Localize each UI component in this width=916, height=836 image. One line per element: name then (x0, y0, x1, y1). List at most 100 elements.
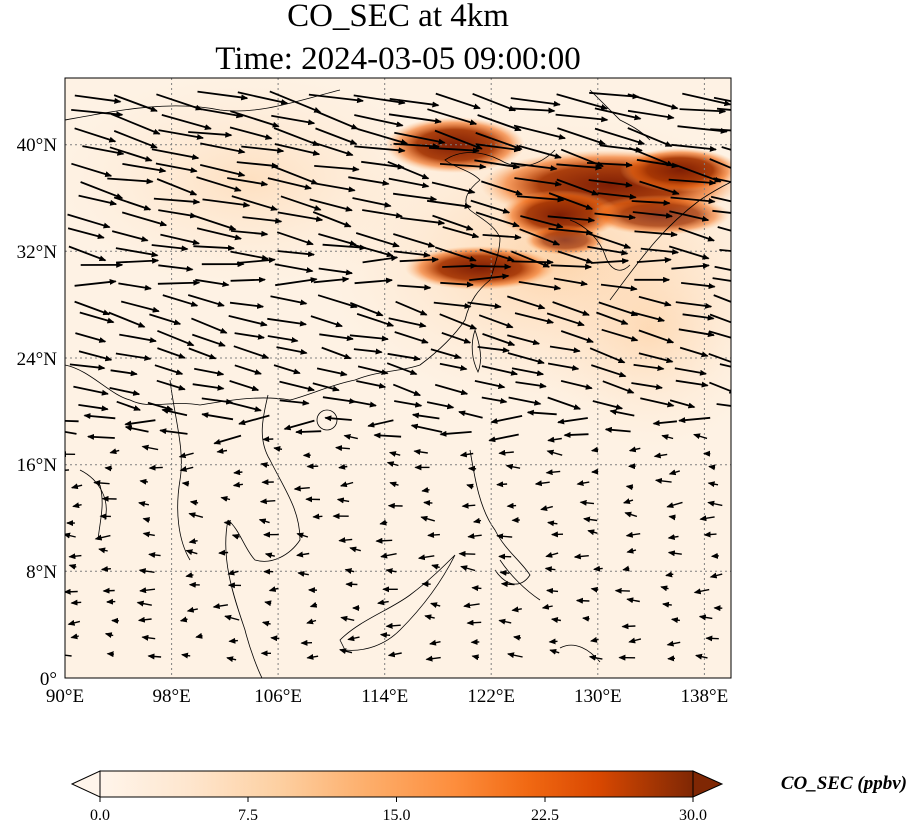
wind-arrow (306, 653, 319, 660)
wind-arrow (669, 399, 696, 409)
wind-arrow (591, 364, 627, 378)
wind-arrow (274, 263, 314, 273)
colorbar-tick-label: 22.5 (531, 807, 559, 824)
wind-arrow (354, 114, 404, 128)
colorbar-label: CO_SEC (ppbv) (781, 773, 907, 794)
wind-arrow (339, 648, 353, 655)
wind-arrow (340, 615, 355, 622)
wind-arrow (709, 572, 723, 579)
wind-arrow (362, 255, 399, 264)
colorbar-tick-label: 0.0 (90, 807, 110, 824)
wind-arrow (717, 226, 731, 232)
wind-arrow (124, 425, 149, 433)
wind-arrow (556, 163, 603, 171)
wind-arrow (505, 463, 521, 470)
wind-arrow (573, 553, 589, 560)
wind-arrow (312, 382, 340, 392)
wind-arrow (68, 563, 77, 570)
wind-arrow (70, 599, 82, 606)
wind-arrow (555, 113, 609, 123)
wind-arrow (70, 633, 79, 640)
lat-tick-label: 32°N (17, 242, 58, 263)
wind-arrow (680, 282, 716, 290)
wind-arrow (707, 500, 723, 507)
wind-arrow (277, 250, 315, 258)
wind-arrow (82, 145, 125, 156)
wind-arrow (312, 513, 323, 520)
wind-arrow (509, 107, 556, 114)
wind-arrow (583, 516, 598, 523)
lat-tick-label: 0° (40, 669, 57, 690)
map-title: CO_SEC at 4km (287, 0, 509, 34)
wind-arrow (258, 518, 270, 525)
wind-arrow (439, 430, 472, 437)
wind-arrow (237, 91, 289, 105)
wind-arrow (678, 227, 715, 242)
wind-vectors (65, 90, 731, 663)
wind-arrow (355, 232, 400, 248)
wind-arrow (187, 294, 225, 307)
wind-arrow (442, 226, 480, 239)
wind-arrow (83, 413, 116, 420)
wind-arrow (218, 549, 229, 556)
wind-arrow (228, 401, 262, 412)
wind-arrow (306, 618, 317, 625)
map-frame (64, 77, 732, 679)
lat-tick-label: 40°N (17, 135, 58, 156)
wind-arrow (510, 97, 561, 107)
wind-arrow (74, 127, 117, 143)
wind-arrow (357, 128, 409, 145)
wind-arrow (557, 417, 588, 425)
wind-arrow (65, 467, 70, 474)
wind-arrow (548, 192, 594, 210)
wind-arrow (463, 602, 480, 609)
wind-arrow (389, 98, 440, 108)
wind-arrow (590, 446, 599, 453)
wind-arrow (233, 345, 270, 359)
wind-arrow (275, 277, 318, 287)
wind-arrow (226, 656, 237, 663)
wind-arrow (199, 164, 246, 178)
wind-arrow (110, 113, 161, 135)
wind-arrow (321, 346, 352, 360)
wind-arrow (357, 365, 389, 375)
wind-arrow (75, 332, 107, 343)
wind-arrow (660, 585, 669, 592)
wind-arrow (227, 569, 239, 576)
wind-arrow (272, 165, 319, 185)
wind-arrow (259, 498, 276, 505)
wind-arrow (201, 412, 234, 421)
wind-arrow (471, 585, 482, 592)
wind-arrow (93, 479, 110, 486)
wind-arrow (621, 623, 636, 630)
wind-arrow (678, 416, 711, 424)
wind-arrow (708, 330, 731, 339)
wind-arrow (276, 346, 308, 355)
wind-arrow (241, 145, 285, 154)
wind-arrow (427, 108, 478, 126)
wind-arrow (109, 146, 153, 162)
wind-arrow (158, 129, 204, 140)
wind-arrow (640, 247, 680, 255)
wind-arrow (439, 163, 487, 170)
wind-arrow (283, 419, 315, 431)
lon-tick-label: 138°E (681, 686, 729, 707)
wind-arrow (98, 547, 108, 554)
lat-tick-label: 16°N (17, 455, 58, 476)
wind-arrow (312, 211, 352, 228)
wind-arrow (628, 146, 674, 167)
wind-arrow (597, 192, 637, 200)
wind-arrow (192, 383, 225, 391)
wind-arrow (195, 278, 230, 288)
wind-arrow (394, 131, 446, 145)
wind-arrow (78, 350, 113, 362)
wind-arrow (709, 313, 731, 324)
wind-arrow (707, 481, 719, 488)
wind-arrow (682, 92, 731, 107)
wind-arrow (439, 313, 478, 330)
wind-arrow (87, 433, 115, 440)
wind-arrow (267, 177, 312, 190)
wind-arrow (534, 480, 550, 487)
wind-arrow (67, 619, 81, 626)
wind-arrow (669, 210, 710, 222)
